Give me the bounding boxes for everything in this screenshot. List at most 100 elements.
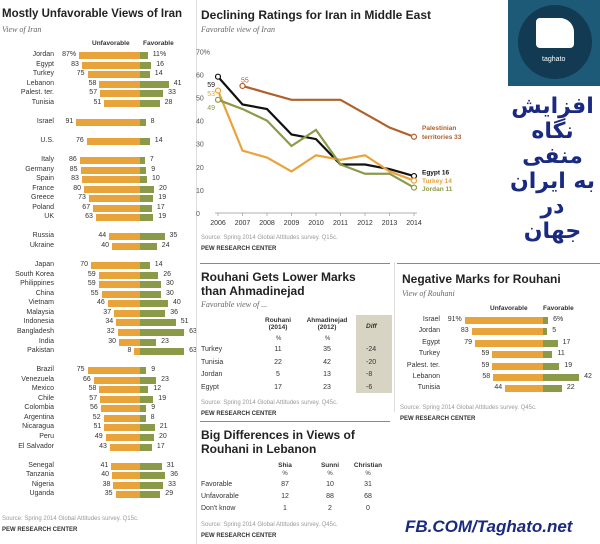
favorable-bar [140,414,146,422]
unfavorable-value: 87% [62,51,77,58]
favorable-bar [543,385,562,393]
favorable-bar [140,166,147,174]
jordan-end-marker [410,184,418,191]
country-label: France [32,184,54,192]
country-label: Japan [34,261,54,269]
pct: % [282,471,288,477]
logo-text: taghato [542,56,566,63]
unfavorable-value: 8 [127,347,132,355]
col-unfavorable: Unfavorable [490,305,528,312]
rouhani-col-diff: Diff [366,323,377,330]
country-label: Israel [36,117,54,125]
persian-line: در [540,194,565,219]
favorable-value: 6% [553,316,564,323]
mid-source: Source: Spring 2014 Global Attitudes sur… [201,235,338,241]
favorable-bar [140,90,164,98]
favorable-value: 33 [168,480,176,488]
country-label: Venezuela [21,375,54,383]
favorable-bar [140,262,150,270]
unfavorable-bar [99,386,140,394]
favorable-value: 19 [158,394,167,402]
diff-value: -8 [366,371,373,378]
unfavorable-value: 59 [481,361,490,369]
unfavorable-bar [91,262,140,270]
country-label: Indonesia [23,318,54,326]
favorable-value: 41 [173,79,182,87]
unfavorable-value: 43 [99,442,107,450]
persian-line: افزایش [511,94,594,119]
divider [397,263,600,264]
favorable-value: 35 [169,232,178,240]
rouhani-title: Rouhani Gets Lower Marks than Ahmadineja… [201,270,356,298]
right-pew: PEW RESEARCH CENTER [400,416,476,422]
egypt-line [217,75,415,178]
unfavorable-bar [100,395,140,403]
unfavorable-value: 85 [69,165,78,173]
country-label: Israel [422,316,440,323]
unfavorable-value: 59 [481,350,490,358]
unfavorable-bar [81,176,140,184]
unfavorable-bar [116,319,140,327]
x-tick-label: 2011 [333,220,348,227]
country-label: Uganda [29,490,54,498]
favorable-value: 19 [158,194,167,202]
row-label: Unfavorable [201,493,239,500]
rouhani-subtitle: Favorable view of ... [201,300,268,309]
favorable-value: 14 [154,70,163,78]
country-label: Vietnam [28,299,54,307]
unfavorable-bar [86,137,140,145]
unfavorable-value: 58 [482,373,491,380]
favorable-bar [140,281,161,289]
turkey-start-marker [214,87,222,94]
egypt-start-label: 59 [207,82,215,89]
turkey-end-label: Turkey 14 [422,178,452,185]
favorable-bar [140,309,166,317]
lebanon-value: 68 [364,493,372,500]
lebanon-value: 10 [326,481,334,488]
favorable-bar [140,424,155,432]
taghato-logo: taghato [508,0,600,86]
rouhani-source: Source: Spring 2014 Global Attitudes sur… [201,400,338,406]
footer-link[interactable]: FB.COM/Taghato.net [405,517,573,536]
persian-line: جهان [523,219,582,244]
ahmadinejad-value: 35 [323,346,331,353]
country-label: Malaysia [26,308,54,316]
unfavorable-value: 44 [494,384,503,392]
persian-line: نگاه [531,119,574,144]
unfavorable-value: 56 [90,404,98,412]
unfavorable-bar [93,204,140,212]
country-label: Nigeria [31,480,54,488]
favorable-value: 14 [154,136,163,144]
favorable-bar [140,443,152,451]
unfavorable-bar [492,351,543,359]
unfavorable-value: 57 [89,89,98,97]
country-label: Greece [31,194,54,202]
unfavorable-value: 49 [94,433,103,440]
pct: % [365,471,371,477]
y-tick-label: 20 [196,165,204,172]
unfavorable-value: 37 [103,308,112,316]
favorable-bar [543,339,558,347]
country-label: Spain [36,175,54,183]
favorable-value: 17 [156,203,165,211]
favorable-bar [543,351,553,359]
favorable-value: 36 [170,471,178,479]
y-tick-label: 50 [196,96,204,103]
unfavorable-bar [112,472,140,480]
lebanon-col-header: Christian [353,462,383,469]
unfavorable-value: 32 [106,327,115,335]
lebanon-title: Big Differences in Views of Rouhani in L… [201,428,355,456]
unfavorable-value: 79 [464,338,473,346]
country-label: Lebanon [26,79,54,87]
favorable-value: 11% [152,51,167,58]
favorable-value: 17 [562,338,571,346]
row-label: Egypt [201,383,219,391]
favorable-bar [543,374,580,381]
row-label: Jordan [201,371,223,378]
unfavorable-value: 52 [92,413,101,421]
unfavorable-value: 30 [108,337,116,345]
unfavorable-bar [104,99,140,107]
unfavorable-value: 76 [76,136,84,144]
y-tick-label: 70% [196,49,210,56]
egypt-start-marker [214,73,222,80]
